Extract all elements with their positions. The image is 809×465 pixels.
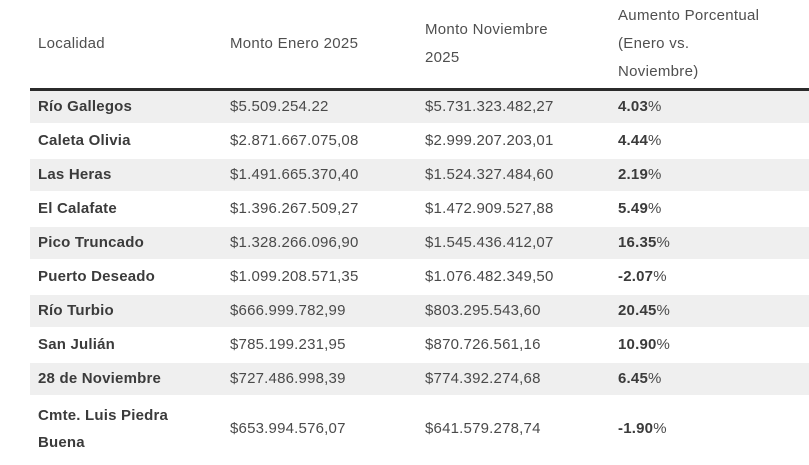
cell-monto-enero: $653.994.576,07 [222, 395, 417, 463]
table-row: Cmte. Luis Piedra Buena $653.994.576,07 … [30, 395, 809, 463]
cell-localidad: Río Gallegos [30, 89, 222, 125]
header-row: Localidad Monto Enero 2025 Monto Noviemb… [30, 0, 809, 91]
percent-sign: % [656, 302, 671, 319]
percent-value: 5.49 [618, 200, 648, 217]
percent-sign: % [648, 98, 662, 116]
cell-monto-noviembre: $774.392.274,68 [417, 361, 610, 397]
localities-table-container: Localidad Monto Enero 2025 Monto Noviemb… [30, 0, 809, 463]
percent-value: 4.03 [618, 98, 648, 116]
cell-aumento: 6.45% [610, 361, 809, 397]
cell-monto-enero: $1.491.665.370,40 [222, 157, 417, 193]
cell-aumento: 16.35% [610, 225, 809, 261]
percent-value: 20.45 [618, 302, 657, 319]
cell-monto-enero: $1.328.266.096,90 [222, 225, 417, 261]
cell-aumento: 5.49% [610, 191, 809, 227]
cell-localidad: Las Heras [30, 157, 222, 193]
percent-sign: % [648, 166, 662, 183]
cell-localidad: Puerto Deseado [30, 259, 222, 295]
cell-aumento: -2.07% [610, 259, 809, 295]
cell-monto-noviembre: $870.726.561,16 [417, 327, 610, 363]
table-row: Río Turbio $666.999.782,99 $803.295.543,… [30, 293, 809, 329]
table-row: San Julián $785.199.231,95 $870.726.561,… [30, 327, 809, 363]
percent-value: -2.07 [618, 268, 654, 285]
cell-localidad: 28 de Noviembre [30, 361, 222, 397]
col-header-monto-noviembre: Monto Noviembre 2025 [417, 0, 610, 91]
table-row: Río Gallegos $5.509.254.22 $5.731.323.48… [30, 89, 809, 125]
percent-sign: % [653, 268, 667, 285]
cell-aumento: 4.44% [610, 123, 809, 159]
cell-localidad: Pico Truncado [30, 225, 222, 261]
col-header-monto-enero: Monto Enero 2025 [222, 0, 417, 91]
cell-aumento: -1.90% [610, 395, 809, 463]
table-row: 28 de Noviembre $727.486.998,39 $774.392… [30, 361, 809, 397]
cell-localidad: El Calafate [30, 191, 222, 227]
cell-monto-noviembre: $1.076.482.349,50 [417, 259, 610, 295]
percent-sign: % [648, 132, 662, 149]
cell-localidad: San Julián [30, 327, 222, 363]
percent-value: 2.19 [618, 166, 648, 183]
table-row: El Calafate $1.396.267.509,27 $1.472.909… [30, 191, 809, 227]
percent-sign: % [648, 370, 662, 387]
cell-monto-noviembre: $1.472.909.527,88 [417, 191, 610, 227]
cell-monto-enero: $5.509.254.22 [222, 89, 417, 125]
percent-sign: % [653, 420, 667, 437]
cell-aumento: 2.19% [610, 157, 809, 193]
percent-value: 6.45 [618, 370, 648, 387]
cell-monto-noviembre: $641.579.278,74 [417, 395, 610, 463]
table-row: Pico Truncado $1.328.266.096,90 $1.545.4… [30, 225, 809, 261]
percent-value: 16.35 [618, 234, 657, 251]
col-header-localidad: Localidad [30, 0, 222, 91]
cell-monto-noviembre: $2.999.207.203,01 [417, 123, 610, 159]
col-header-aumento-porcentual: Aumento Porcentual (Enero vs. Noviembre) [610, 0, 809, 91]
cell-monto-noviembre: $5.731.323.482,27 [417, 89, 610, 125]
percent-value: 4.44 [618, 132, 648, 149]
percent-sign: % [656, 336, 671, 353]
table-row: Caleta Olivia $2.871.667.075,08 $2.999.2… [30, 123, 809, 159]
cell-aumento: 4.03% [610, 89, 809, 125]
cell-monto-enero: $785.199.231,95 [222, 327, 417, 363]
cell-aumento: 20.45% [610, 293, 809, 329]
cell-localidad: Caleta Olivia [30, 123, 222, 159]
cell-monto-enero: $727.486.998,39 [222, 361, 417, 397]
localities-table: Localidad Monto Enero 2025 Monto Noviemb… [30, 0, 809, 463]
percent-sign: % [656, 234, 671, 251]
cell-monto-noviembre: $1.524.327.484,60 [417, 157, 610, 193]
cell-localidad: Río Turbio [30, 293, 222, 329]
percent-sign: % [648, 200, 662, 217]
cell-localidad: Cmte. Luis Piedra Buena [30, 395, 222, 463]
cell-monto-enero: $2.871.667.075,08 [222, 123, 417, 159]
percent-value: 10.90 [618, 336, 657, 353]
cell-monto-enero: $1.099.208.571,35 [222, 259, 417, 295]
cell-monto-enero: $666.999.782,99 [222, 293, 417, 329]
cell-aumento: 10.90% [610, 327, 809, 363]
table-row: Puerto Deseado $1.099.208.571,35 $1.076.… [30, 259, 809, 295]
cell-monto-noviembre: $1.545.436.412,07 [417, 225, 610, 261]
percent-value: -1.90 [618, 420, 654, 437]
table-row: Las Heras $1.491.665.370,40 $1.524.327.4… [30, 157, 809, 193]
cell-monto-noviembre: $803.295.543,60 [417, 293, 610, 329]
cell-monto-enero: $1.396.267.509,27 [222, 191, 417, 227]
